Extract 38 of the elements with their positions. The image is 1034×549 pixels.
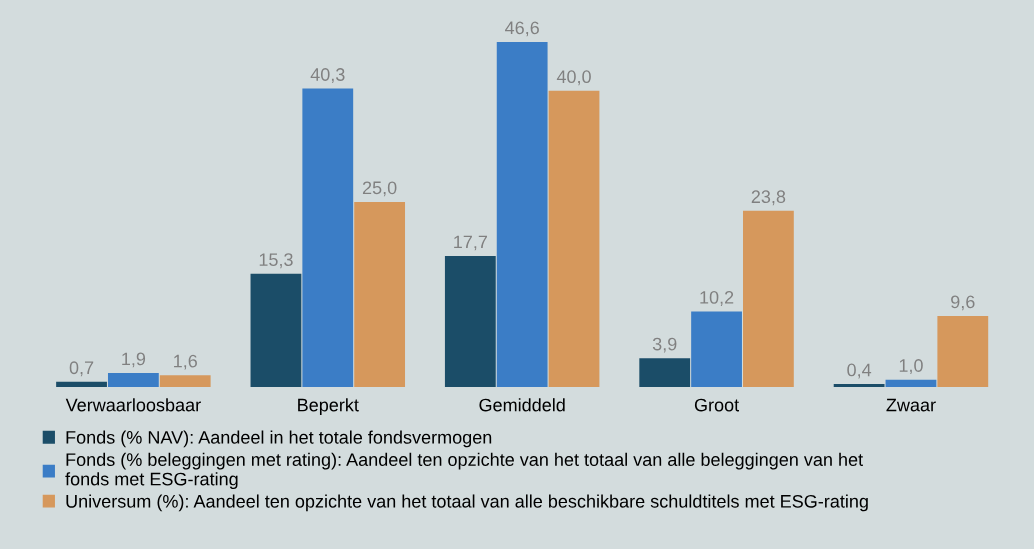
- bar: [639, 358, 691, 388]
- bar: [354, 201, 406, 388]
- bar: [833, 384, 885, 388]
- data-label: 10,2: [700, 290, 734, 306]
- data-label: 23,8: [751, 190, 786, 206]
- x-tick-label: Zwaar: [886, 398, 936, 412]
- data-label: 9,6: [951, 295, 975, 311]
- x-tick-label: Beperkt: [298, 398, 359, 415]
- bar: [302, 88, 354, 388]
- bar: [937, 315, 989, 388]
- x-tick-label: Groot: [694, 398, 740, 412]
- bar: [743, 210, 794, 388]
- bar: [56, 381, 107, 388]
- data-label: 0,7: [69, 361, 94, 377]
- bar: [691, 311, 742, 388]
- data-label: 15,3: [259, 253, 293, 269]
- data-label: 17,7: [454, 235, 487, 251]
- data-label: 1,9: [122, 352, 146, 368]
- legend-label: Universum (%): Aandeel ten opzichte van het totaal van alle beschikbare schuldtitels met ESG-rating: [66, 494, 868, 512]
- data-label: 0,4: [847, 363, 872, 379]
- bar: [496, 41, 548, 388]
- data-label: 1,0: [899, 359, 923, 375]
- bar: [250, 273, 302, 388]
- legend-label: Fonds (% beleggingen met rating): Aandeel ten opzichte van het totaal van alle beleggingen van het fonds met ESG-rating: [65, 452, 863, 490]
- data-label: 25,0: [362, 181, 397, 197]
- data-label: 40,0: [556, 70, 591, 86]
- x-tick-label: Verwaarloosbaar: [65, 398, 201, 412]
- data-label: 40,3: [310, 68, 345, 84]
- x-tick-label: Gemiddeld: [479, 398, 565, 412]
- data-label: 1,6: [174, 354, 197, 370]
- legend-label: Fonds (% NAV): Aandeel in het totale fondsvermogen: [66, 430, 492, 448]
- data-label: 3,9: [652, 337, 677, 353]
- bar: [159, 375, 211, 388]
- bar: [107, 372, 159, 388]
- bar: [444, 255, 496, 388]
- bar: [548, 90, 600, 388]
- data-label: 46,6: [505, 21, 539, 37]
- bar: [885, 379, 937, 388]
